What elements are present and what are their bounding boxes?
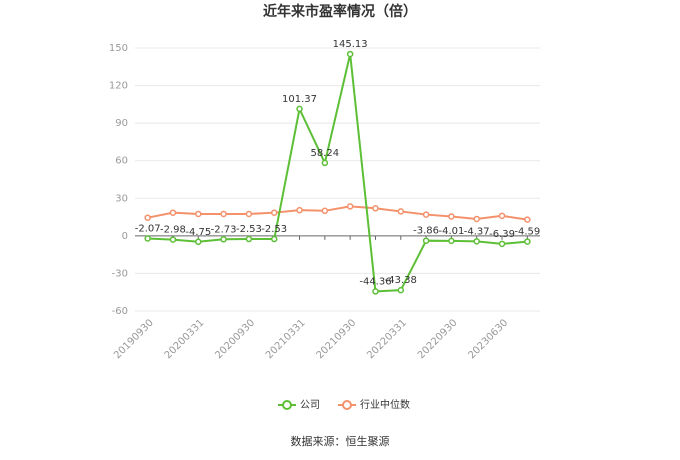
point (397, 208, 405, 215)
point (372, 205, 379, 212)
point (372, 288, 379, 295)
data-label: -4.75 (185, 227, 211, 238)
y-tick-label: -30 (112, 268, 128, 279)
series-line (147, 205, 528, 221)
point (169, 236, 177, 243)
x-tick-label: 20200331 (163, 317, 207, 361)
x-tick-label: 20200930 (213, 317, 257, 361)
data-label: -2.53 (236, 224, 262, 235)
point (524, 216, 531, 223)
point (473, 238, 480, 245)
point (245, 235, 253, 243)
x-tick-label: 20210930 (315, 317, 359, 361)
point (498, 240, 506, 248)
data-label: 101.37 (282, 94, 317, 105)
point (321, 159, 329, 167)
point (448, 237, 455, 245)
point (422, 237, 430, 244)
y-tick-label: 120 (109, 81, 128, 92)
point (270, 209, 278, 216)
point (220, 236, 227, 243)
point (296, 105, 303, 113)
data-label: 58.24 (311, 148, 340, 159)
data-label: -44.36 (359, 276, 391, 287)
point (296, 206, 303, 214)
y-tick-label: 30 (115, 193, 128, 204)
x-tick-label: 20190930 (112, 317, 156, 361)
point (144, 235, 151, 242)
chart-title: 近年来市盈率情况（倍） (263, 3, 417, 20)
data-label: -3.86 (413, 226, 439, 237)
legend-label: 公司 (300, 400, 320, 411)
source: 数据来源：恒生聚源 (291, 434, 390, 448)
legend-marker (282, 400, 292, 410)
x-tick-label: 20220930 (416, 317, 460, 361)
data-label: -2.07 (135, 223, 161, 234)
data-label: -2.53 (261, 224, 287, 235)
y-tick-label: -60 (112, 306, 128, 317)
legend-marker (342, 400, 352, 410)
y-tick-label: 150 (109, 43, 128, 54)
point (270, 235, 278, 243)
x-tick-label: 20220331 (365, 317, 409, 361)
point (498, 212, 506, 220)
data-label: -4.59 (514, 227, 540, 238)
series-line (147, 53, 528, 293)
data-label: -2.98 (160, 225, 186, 236)
point (346, 50, 354, 58)
point (321, 207, 329, 215)
y-tick-label: 60 (115, 156, 128, 167)
point (195, 210, 202, 218)
point (245, 210, 253, 218)
point (524, 238, 531, 245)
data-label: -4.37 (464, 226, 490, 237)
point (144, 214, 151, 221)
legend-label: 行业中位数 (360, 398, 410, 411)
point (169, 209, 177, 216)
data-label: -4.01 (438, 226, 464, 237)
data-label: -2.73 (211, 224, 237, 235)
x-tick-label: 20210331 (264, 317, 308, 361)
point (346, 203, 354, 210)
data-label: -6.39 (489, 229, 515, 240)
data-label: 145.13 (333, 39, 368, 50)
x-tick-label: 20230630 (466, 317, 510, 361)
data-label: -43.38 (385, 275, 417, 286)
point (195, 238, 202, 246)
point (397, 286, 405, 294)
point (473, 215, 480, 223)
y-tick-label: 90 (115, 118, 128, 129)
point (422, 211, 430, 218)
point (220, 210, 227, 218)
point (448, 213, 455, 220)
y-tick-label: 0 (122, 231, 128, 242)
